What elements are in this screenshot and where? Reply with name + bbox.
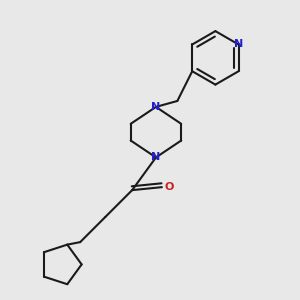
Text: N: N	[151, 102, 160, 112]
Text: N: N	[151, 152, 160, 162]
Text: O: O	[165, 182, 174, 192]
Text: N: N	[234, 40, 243, 50]
